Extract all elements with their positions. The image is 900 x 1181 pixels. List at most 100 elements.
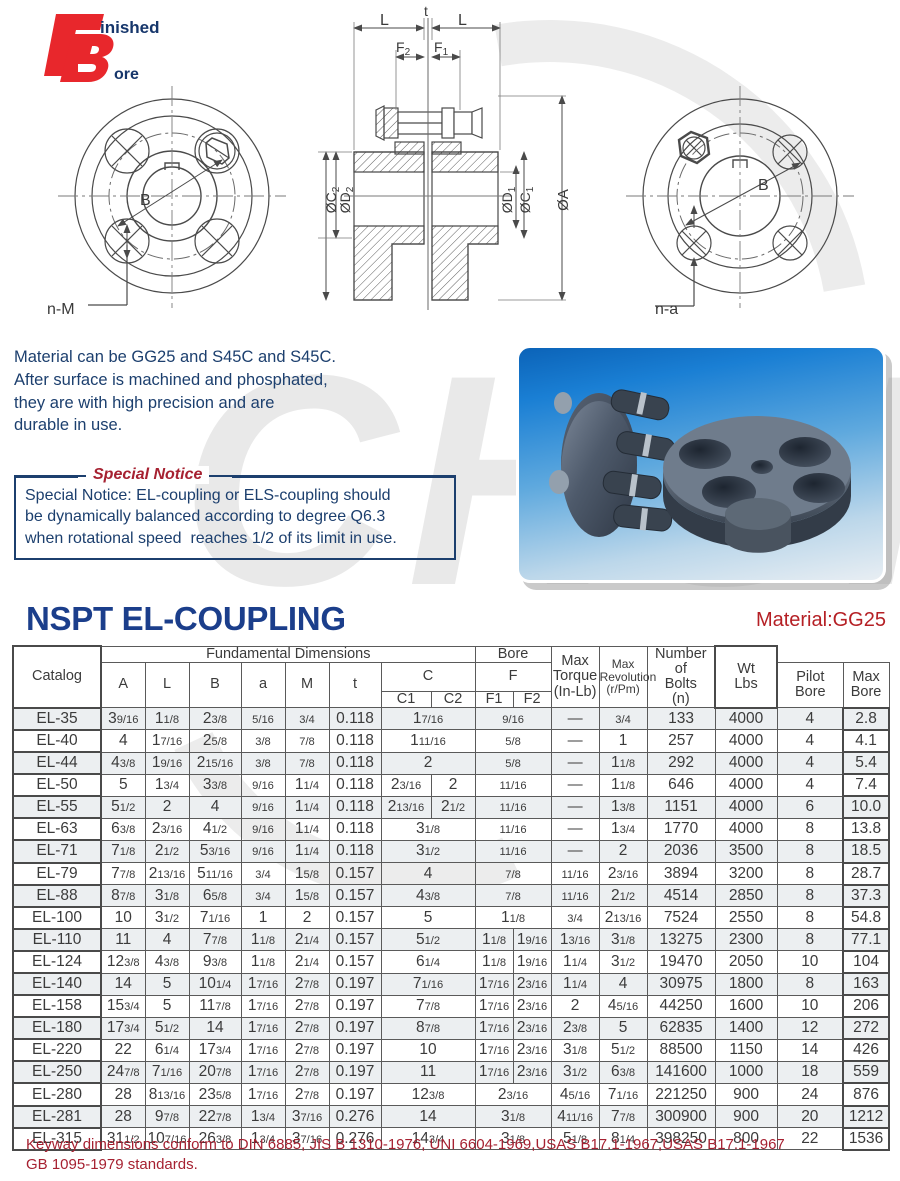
cell-max-torque: 300900	[646, 1105, 716, 1129]
cell-B: 207/8	[188, 1060, 242, 1084]
cell-M: 37/16	[284, 1105, 330, 1129]
table-row[interactable]: EL-250 247/8 71/16 207/8 17/16 27/8 0.197 11 17/…	[12, 1060, 891, 1085]
cell-C: 51/2	[380, 928, 476, 952]
cell-A: 247/8	[100, 1060, 146, 1084]
cell-weight: 206	[842, 994, 891, 1019]
cell-M: 37/16	[284, 1127, 330, 1151]
cell-F2: 23/16	[512, 1016, 552, 1040]
cell-F: 5/8	[474, 751, 552, 775]
cell-weight: 426	[842, 1038, 891, 1063]
cell-a: 13/4	[240, 1127, 286, 1151]
cell-A: 11	[100, 928, 146, 952]
cell-catalog: EL-280	[12, 1082, 102, 1107]
table-row[interactable]: EL-79 77/8 213/16 511/16 3/4 15/8 0.157 4 7/8 11/…	[12, 861, 891, 886]
section-dim-C1: ØC1	[517, 186, 536, 213]
right-view-bore-label: B	[758, 177, 769, 194]
table-row[interactable]: EL-44 43/8 19/16 215/16 3/8 7/8 0.118 2 5/8—11/8…	[12, 751, 891, 776]
cell-max-bore: 31/8	[598, 928, 648, 952]
table-row[interactable]: EL-100 10 31/2 71/16 1 2 0.157 5 11/8 3/4 213/16 75…	[12, 905, 891, 930]
cell-catalog: EL-110	[12, 927, 102, 952]
cell-A: 10	[100, 906, 146, 930]
table-row[interactable]: EL-281 28 97/8 227/8 13/4 37/16 0.276 14 31/8 411…	[12, 1104, 891, 1129]
cell-M: 21/4	[284, 950, 330, 974]
cell-a: 17/16	[240, 994, 286, 1018]
keyway-standards-note: Keyway dimensions conform to DIN 6885, J…	[26, 1135, 886, 1176]
cell-max-bore: 4	[598, 972, 648, 996]
cell-M: 15/8	[284, 884, 330, 908]
th-max-bore-l2: Bore	[850, 683, 882, 700]
table-row[interactable]: EL-158 153/4 5 117/8 17/16 27/8 0.197 77/8 17/16…	[12, 994, 891, 1019]
cell-M: 27/8	[284, 1060, 330, 1084]
cell-F: 7/8	[474, 884, 552, 908]
cell-weight: 28.7	[842, 861, 891, 886]
cell-C: 2	[380, 751, 476, 775]
cell-A: 28	[100, 1082, 146, 1107]
cell-catalog: EL-100	[12, 905, 102, 930]
cell-catalog: EL-79	[12, 861, 102, 886]
table-row[interactable]: EL-50 5 13/4 33/8 9/16 11/4 0.118 23/16 2 11/16—1…	[12, 773, 891, 798]
cell-L: 213/16	[144, 862, 190, 886]
table-row[interactable]: EL-40 4 17/16 25/8 3/8 7/8 0.118 111/16 5/8—1 257…	[12, 728, 891, 754]
product-photo-image	[519, 348, 883, 580]
cell-pilot-bore: 45/16	[550, 1082, 600, 1107]
notice-rule-right	[232, 476, 456, 478]
table-row[interactable]: EL-180 173/4 51/2 14 17/16 27/8 0.197 87/8 17/16…	[12, 1016, 891, 1041]
cell-M: 7/8	[284, 729, 330, 753]
cell-number-of-bolts: 6	[776, 795, 844, 819]
cell-L: 11/8	[144, 707, 190, 731]
cell-A: 311/2	[100, 1127, 146, 1151]
cell-weight: 54.8	[842, 905, 891, 930]
notice-rule-left	[14, 476, 78, 478]
table-row[interactable]: EL-55 51/2 2 4 9/16 11/4 0.118 213/16 21/2 11/16—…	[12, 795, 891, 820]
cell-B: 77/8	[188, 928, 242, 952]
table-row[interactable]: EL-220 22 61/4 173/4 17/16 27/8 0.197 10 17/16 23…	[12, 1038, 891, 1063]
th-col-C2: C2	[430, 691, 476, 709]
cell-F1: 11/8	[474, 928, 514, 952]
th-weight: Wt Lbs	[714, 645, 779, 709]
cell-max-torque: 257	[646, 729, 716, 753]
notice-line-1: Special Notice: EL-coupling or ELS-coupl…	[25, 487, 391, 504]
table-row[interactable]: EL-35 39/16 11/8 23/8 5/16 3/4 0.118 17/16 9/16—…	[12, 706, 891, 731]
th-max-rev-l3: (r/Pm)	[606, 682, 640, 697]
cell-pilot-bore: 11/16	[550, 884, 600, 908]
cell-a: 5/16	[240, 707, 286, 731]
cell-F2: 23/16	[512, 1038, 552, 1062]
table-row[interactable]: EL-315 311/2 107/16 263/8 13/4 37/16 0.276 143/…	[12, 1126, 891, 1151]
th-col-a: a	[240, 661, 286, 709]
cell-F: 11/16	[474, 817, 552, 841]
section-dim-L-right: L	[458, 12, 467, 29]
cell-L: 5	[144, 994, 190, 1018]
cell-catalog: EL-35	[12, 706, 102, 731]
cell-max-bore: 45/16	[598, 994, 648, 1018]
logo-b-glyph	[60, 34, 114, 82]
cell-pilot-bore: —	[550, 817, 600, 841]
coupling-half-with-bolts	[549, 389, 676, 537]
table-row[interactable]: EL-71 71/8 21/2 53/16 9/16 11/4 0.118 31/2 11/16…	[12, 839, 891, 864]
table-row[interactable]: EL-110 11 4 77/8 11/8 21/4 0.157 51/2 11/8 19/16 1…	[12, 927, 891, 952]
cell-max-bore: 2	[598, 839, 648, 864]
table-row[interactable]: EL-63 63/8 23/16 41/2 9/16 11/4 0.118 31/8 11/16…	[12, 817, 891, 842]
cell-pilot-bore: 3/4	[550, 906, 600, 930]
cell-a: 17/16	[240, 1016, 286, 1040]
table-row[interactable]: EL-140 14 5 101/4 17/16 27/8 0.197 71/16 17/16 23…	[12, 971, 891, 997]
desc-line-1: Material can be GG25 and S45C and S45C.	[14, 348, 336, 366]
cell-max-revolution: 2850	[714, 884, 778, 908]
cell-t: 0.197	[328, 994, 382, 1018]
table-row[interactable]: EL-280 28 813/16 235/8 17/16 27/8 0.197 123/8 23…	[12, 1082, 891, 1107]
cell-A: 4	[100, 729, 146, 753]
cell-max-revolution: 2550	[714, 906, 778, 930]
cell-a: 13/4	[240, 1105, 286, 1129]
th-pilot-bore-l1: Pilot	[796, 668, 825, 685]
cell-C: 43/8	[380, 884, 476, 908]
cell-t: 0.157	[328, 928, 382, 952]
table-row[interactable]: EL-124 123/8 43/8 93/8 11/8 21/4 0.157 61/4 11/8…	[12, 949, 891, 975]
table-row[interactable]: EL-88 87/8 31/8 65/8 3/4 15/8 0.157 43/8 7/8 11/1…	[12, 883, 891, 908]
cell-C2: 21/2	[430, 795, 476, 819]
cell-number-of-bolts: 20	[776, 1105, 844, 1129]
cell-B: 33/8	[188, 773, 242, 797]
cell-max-bore: 11/8	[598, 773, 648, 797]
section-dim-F2: F2	[396, 39, 411, 58]
cell-B: 101/4	[188, 972, 242, 996]
cell-B: 14	[188, 1016, 242, 1040]
cell-max-torque: 1151	[646, 795, 716, 819]
